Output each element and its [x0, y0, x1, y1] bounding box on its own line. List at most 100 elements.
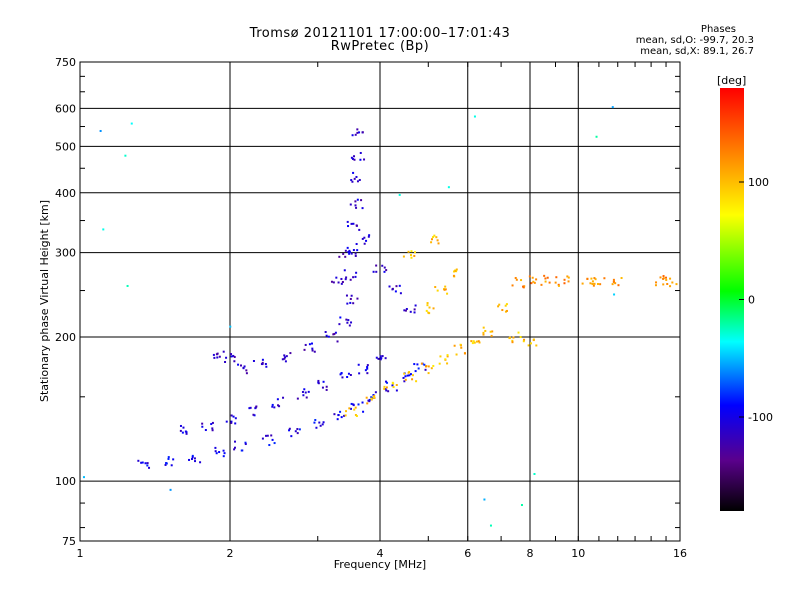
data-point: [482, 331, 485, 334]
x-tick-label: 6: [464, 547, 471, 560]
data-point: [204, 429, 207, 432]
data-point: [530, 282, 533, 285]
data-point: [523, 338, 526, 341]
data-point: [210, 423, 213, 426]
data-point: [563, 278, 566, 281]
data-point: [230, 353, 233, 356]
data-point: [370, 396, 373, 399]
data-point: [383, 270, 386, 273]
data-point: [290, 435, 293, 438]
data-point: [317, 382, 320, 385]
data-point: [489, 330, 492, 333]
grid-lines: [80, 62, 680, 541]
data-point: [170, 464, 173, 467]
data-point: [224, 360, 227, 363]
data-point: [662, 277, 665, 280]
data-point: [370, 397, 373, 400]
data-point: [179, 424, 182, 427]
data-point: [432, 364, 435, 367]
data-point: [454, 270, 457, 273]
data-point: [230, 355, 233, 358]
data-point: [508, 337, 511, 340]
data-point: [489, 524, 492, 527]
data-point: [512, 336, 515, 339]
data-point: [289, 352, 292, 355]
data-point: [349, 297, 352, 300]
data-point: [398, 284, 401, 287]
data-point: [520, 279, 523, 282]
data-point: [169, 488, 172, 491]
data-point: [349, 203, 352, 206]
data-point: [586, 277, 589, 280]
data-point: [237, 363, 240, 366]
data-point: [141, 461, 144, 464]
data-point: [413, 254, 416, 257]
data-point: [372, 396, 375, 399]
data-point: [354, 275, 357, 278]
data-point: [548, 281, 551, 284]
data-point: [276, 398, 279, 401]
data-point: [417, 367, 420, 370]
data-point: [511, 339, 514, 342]
data-point: [399, 292, 402, 295]
data-point: [340, 277, 343, 280]
data-point: [384, 380, 387, 383]
data-point: [336, 418, 339, 421]
data-point: [334, 331, 337, 334]
data-point: [230, 420, 233, 423]
data-point: [395, 285, 398, 288]
data-point: [199, 461, 202, 464]
data-point: [311, 349, 314, 352]
data-point: [614, 282, 617, 285]
data-point: [424, 368, 427, 371]
data-point: [355, 224, 358, 227]
phase-stats-heading: Phases: [700, 24, 736, 35]
y-tick-label: 600: [55, 102, 76, 115]
data-point: [460, 346, 463, 349]
x-tick-label: 2: [227, 547, 234, 560]
data-point: [244, 441, 247, 444]
data-point: [391, 384, 394, 387]
data-point: [304, 391, 307, 394]
colorbar-tick-label: 100: [748, 176, 769, 189]
data-point: [348, 249, 351, 252]
data-point: [612, 278, 615, 281]
data-point: [522, 285, 525, 288]
data-point: [213, 356, 216, 359]
data-point: [611, 283, 614, 286]
data-point: [403, 380, 406, 383]
data-point: [459, 343, 462, 346]
data-point: [305, 396, 308, 399]
data-point: [218, 355, 221, 358]
data-point: [358, 228, 361, 231]
data-point: [346, 246, 349, 249]
data-point: [339, 373, 342, 376]
data-point: [366, 402, 369, 405]
data-point: [294, 430, 297, 433]
data-point: [230, 421, 233, 424]
data-point: [350, 156, 353, 159]
data-point: [99, 129, 102, 132]
data-point: [167, 456, 170, 459]
data-point: [211, 429, 214, 432]
data-point: [350, 294, 353, 297]
data-point: [589, 282, 592, 285]
data-point: [546, 276, 549, 279]
data-point: [453, 344, 456, 347]
data-point: [446, 362, 449, 365]
x-axis-label: Frequency [MHz]: [334, 558, 426, 571]
data-point: [426, 304, 429, 307]
data-point: [172, 458, 175, 461]
data-point: [233, 355, 236, 358]
data-point: [662, 275, 665, 278]
data-point: [432, 307, 435, 310]
data-point: [368, 400, 371, 403]
data-point: [354, 252, 357, 255]
data-point: [321, 423, 324, 426]
data-point: [426, 302, 429, 305]
data-point: [298, 428, 301, 431]
data-point: [240, 364, 243, 367]
data-point: [346, 375, 349, 378]
data-point: [409, 373, 412, 376]
data-point: [436, 289, 439, 292]
